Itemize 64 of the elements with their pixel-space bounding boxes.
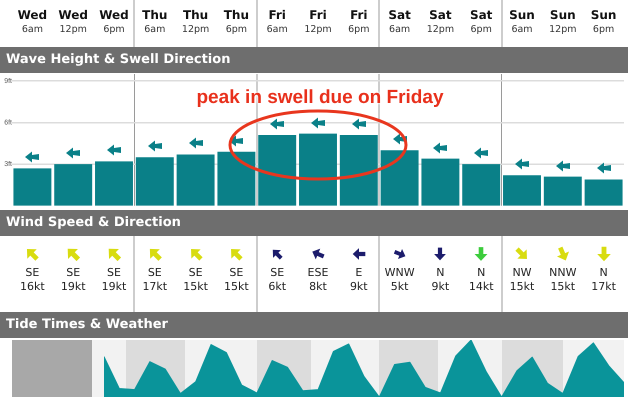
bar bbox=[299, 134, 337, 206]
category-label: SE bbox=[148, 266, 162, 279]
bar bbox=[176, 154, 215, 206]
chart-title: Tide Times & Weather bbox=[0, 312, 628, 338]
bar bbox=[136, 157, 174, 206]
x-tick-label: Fri 6pm bbox=[347, 8, 370, 37]
bar bbox=[54, 164, 92, 206]
bar bbox=[462, 164, 500, 206]
data-label: 16kt bbox=[20, 280, 45, 293]
bar bbox=[421, 158, 460, 206]
text: Wind Speed & Direction bbox=[0, 210, 628, 236]
chart-title: Wave Height & Swell Direction bbox=[0, 47, 628, 73]
category-label: SE bbox=[188, 266, 203, 279]
x-tick-label: Sun 6pm bbox=[590, 8, 618, 37]
data-label: 17kt bbox=[142, 280, 168, 293]
bar bbox=[503, 175, 541, 206]
data-label: 8kt bbox=[309, 280, 327, 293]
category-label: NNW bbox=[549, 266, 576, 279]
data-label: 6kt bbox=[268, 280, 286, 293]
bar bbox=[258, 135, 296, 206]
x-tick-label: Thu 6pm bbox=[222, 8, 250, 37]
x-tick-label: Wed 12pm bbox=[57, 8, 89, 37]
data-label: 15kt bbox=[183, 280, 208, 293]
bar bbox=[584, 179, 623, 206]
category-label: SE bbox=[66, 266, 80, 279]
category-label: NW bbox=[512, 266, 532, 279]
data-label: 9kt bbox=[350, 280, 368, 293]
category-label: SE bbox=[25, 266, 40, 279]
category-label: N bbox=[436, 266, 445, 279]
x-tick-label: Sun 6am bbox=[508, 8, 536, 37]
category-label: SE bbox=[270, 266, 284, 279]
bar bbox=[340, 135, 378, 206]
data-label: 14kt bbox=[468, 280, 494, 293]
annotation: peak in swell due on Friday bbox=[195, 87, 445, 109]
x-tick-label: Wed 6pm bbox=[98, 8, 130, 37]
category-label: E bbox=[355, 266, 362, 279]
data-label: 15kt bbox=[224, 280, 249, 293]
data-label: 15kt bbox=[550, 280, 576, 293]
bar bbox=[95, 161, 133, 206]
x-tick-label: Fri 6am bbox=[266, 8, 289, 37]
x-tick-label: Sun 12pm bbox=[548, 8, 578, 37]
category-label: SE bbox=[229, 266, 244, 279]
bar bbox=[380, 150, 419, 206]
x-tick-label: Thu 6am bbox=[141, 8, 168, 37]
x-tick-label: Fri 12pm bbox=[303, 8, 333, 37]
bar bbox=[217, 152, 256, 206]
data-label: 17kt bbox=[591, 280, 616, 293]
bar bbox=[544, 176, 582, 206]
category-label: N bbox=[599, 266, 608, 279]
data-label: 9kt bbox=[432, 280, 450, 293]
category-label: N bbox=[477, 266, 486, 279]
x-tick-label: Sat 6am bbox=[387, 8, 412, 37]
data-label: 15kt bbox=[510, 280, 534, 293]
category-label: ESE bbox=[308, 266, 328, 279]
data-label: 19kt bbox=[102, 280, 126, 293]
x-tick-label: Sat 6pm bbox=[468, 8, 494, 37]
bar bbox=[13, 168, 52, 206]
x-tick-label: Thu 12pm bbox=[180, 8, 210, 37]
data-label: 19kt bbox=[60, 280, 86, 293]
category-label: SE bbox=[107, 266, 121, 279]
data-label: 5kt bbox=[390, 280, 408, 293]
category-label: WNW bbox=[384, 266, 415, 279]
x-tick-label: Sat 12pm bbox=[426, 8, 456, 37]
x-tick-label: Wed 6am bbox=[16, 8, 48, 37]
